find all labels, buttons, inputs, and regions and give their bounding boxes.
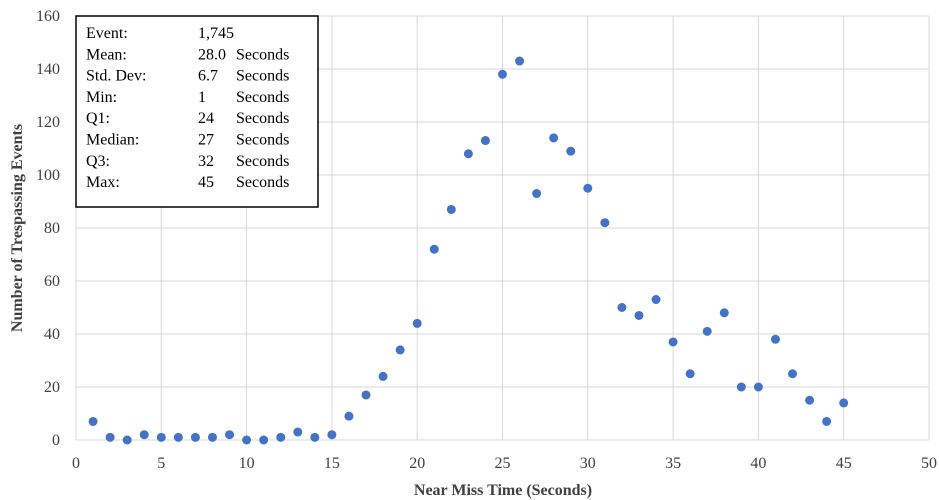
data-point — [719, 308, 729, 318]
stats-unit: Seconds — [236, 46, 289, 63]
y-tick-label: 0 — [52, 432, 60, 449]
data-point — [344, 411, 354, 421]
data-point — [259, 435, 269, 445]
data-point — [156, 432, 166, 442]
data-point — [361, 390, 371, 400]
data-point — [378, 371, 388, 381]
data-point — [122, 435, 132, 445]
stats-value: 45 — [198, 174, 214, 191]
data-point — [463, 149, 473, 159]
x-axis-tick-labels: 0 5 10 15 20 25 30 35 40 45 50 — [72, 455, 937, 472]
y-tick-label: 40 — [44, 326, 60, 343]
y-axis-title: Number of Trespassing Events — [9, 124, 26, 332]
data-point — [668, 337, 678, 347]
data-point — [139, 430, 149, 440]
data-point — [651, 295, 661, 305]
x-tick-label: 25 — [495, 455, 511, 472]
data-point — [105, 432, 115, 442]
y-tick-label: 160 — [36, 8, 60, 25]
data-point — [395, 345, 405, 355]
stats-unit: Seconds — [236, 153, 289, 170]
data-point — [753, 382, 763, 392]
stats-unit: Seconds — [236, 89, 289, 106]
x-tick-label: 10 — [239, 455, 255, 472]
x-tick-label: 35 — [665, 455, 681, 472]
data-point — [276, 432, 286, 442]
stats-value: 27 — [198, 132, 214, 149]
data-point — [805, 395, 815, 405]
stats-value: 28.0 — [198, 46, 226, 63]
data-point — [173, 432, 183, 442]
stats-unit: Seconds — [236, 68, 289, 85]
stats-value: 1,745 — [198, 25, 234, 42]
data-point — [207, 432, 217, 442]
data-point — [190, 432, 200, 442]
x-tick-label: 0 — [72, 455, 80, 472]
stats-label: Q1: — [86, 110, 110, 127]
data-point — [88, 416, 98, 426]
data-point — [634, 310, 644, 320]
y-axis-tick-labels: 0 20 40 60 80 100 120 140 160 — [36, 8, 60, 449]
x-tick-label: 50 — [921, 455, 937, 472]
stats-value: 24 — [198, 110, 214, 127]
y-tick-label: 100 — [36, 167, 60, 184]
data-point — [412, 318, 422, 328]
data-point — [532, 189, 542, 199]
stats-value: 1 — [198, 89, 206, 106]
stats-value: 32 — [198, 153, 214, 170]
data-point — [600, 218, 610, 228]
stats-label: Min: — [86, 89, 117, 106]
y-tick-label: 140 — [36, 61, 60, 78]
statistics-box-border — [75, 15, 319, 208]
stats-value: 6.7 — [198, 68, 218, 85]
y-tick-label: 20 — [44, 379, 60, 396]
x-tick-label: 15 — [324, 455, 340, 472]
stats-unit: Seconds — [236, 132, 289, 149]
x-tick-label: 5 — [157, 455, 165, 472]
data-point — [310, 432, 320, 442]
data-point — [788, 369, 798, 379]
data-point — [515, 56, 525, 66]
stats-unit: Seconds — [236, 174, 289, 191]
data-point — [839, 398, 849, 408]
y-tick-label: 60 — [44, 273, 60, 290]
data-point — [685, 369, 695, 379]
x-tick-label: 30 — [580, 455, 596, 472]
data-point — [617, 303, 627, 312]
data-point — [242, 435, 252, 445]
data-points — [88, 56, 849, 445]
stats-label: Q3: — [86, 153, 110, 170]
data-point — [480, 136, 490, 146]
x-tick-label: 20 — [409, 455, 425, 472]
data-point — [736, 382, 746, 392]
data-point — [327, 430, 337, 440]
statistics-box: Event: 1,745 Mean: 28.0 Seconds Std. Dev: 6.7 S… — [75, 15, 319, 208]
stats-label: Std. Dev: — [86, 68, 146, 85]
x-tick-label: 45 — [836, 455, 852, 472]
data-point — [822, 416, 832, 426]
data-point — [429, 244, 439, 254]
data-point — [549, 133, 559, 143]
data-point — [702, 326, 712, 336]
stats-label: Event: — [86, 25, 128, 42]
y-tick-label: 120 — [36, 114, 60, 131]
data-point — [566, 146, 576, 156]
stats-label: Max: — [86, 174, 120, 191]
data-point — [293, 427, 303, 437]
stats-unit: Seconds — [236, 110, 289, 127]
data-point — [446, 204, 456, 214]
stats-label: Mean: — [86, 46, 127, 63]
data-point — [225, 430, 235, 440]
y-tick-label: 80 — [44, 220, 60, 237]
data-point — [583, 183, 593, 193]
data-point — [498, 69, 507, 79]
stats-label: Median: — [86, 132, 139, 149]
x-tick-label: 40 — [750, 455, 766, 472]
x-axis-title: Near Miss Time (Seconds) — [414, 482, 592, 499]
data-point — [770, 334, 780, 344]
